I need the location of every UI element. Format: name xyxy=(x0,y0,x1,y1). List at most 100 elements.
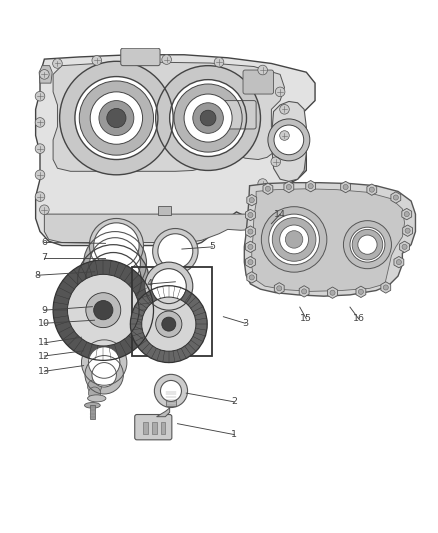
Circle shape xyxy=(193,103,223,133)
Circle shape xyxy=(35,144,45,154)
Circle shape xyxy=(358,235,377,254)
Circle shape xyxy=(261,207,327,272)
Polygon shape xyxy=(356,286,366,297)
Circle shape xyxy=(145,262,193,310)
Circle shape xyxy=(343,221,392,269)
Circle shape xyxy=(79,81,153,155)
Polygon shape xyxy=(252,189,405,292)
Circle shape xyxy=(60,61,173,175)
Circle shape xyxy=(280,131,289,140)
Circle shape xyxy=(92,55,102,65)
Circle shape xyxy=(170,79,247,157)
Circle shape xyxy=(280,104,289,114)
Circle shape xyxy=(352,229,383,260)
Polygon shape xyxy=(263,183,273,195)
Circle shape xyxy=(248,229,253,234)
Circle shape xyxy=(39,70,49,79)
Circle shape xyxy=(88,379,102,393)
Circle shape xyxy=(396,260,402,265)
Circle shape xyxy=(258,179,268,188)
Circle shape xyxy=(88,347,120,378)
Polygon shape xyxy=(246,209,255,221)
Circle shape xyxy=(269,214,319,265)
Circle shape xyxy=(184,94,232,142)
Polygon shape xyxy=(247,272,257,283)
Text: 13: 13 xyxy=(38,367,50,376)
Circle shape xyxy=(286,231,303,248)
Text: 14: 14 xyxy=(274,209,286,219)
Circle shape xyxy=(151,269,186,304)
Text: 5: 5 xyxy=(209,243,215,252)
Text: 10: 10 xyxy=(39,319,50,328)
Circle shape xyxy=(277,286,282,291)
Bar xyxy=(152,422,156,434)
Circle shape xyxy=(85,356,124,394)
Text: 2: 2 xyxy=(231,397,237,406)
Circle shape xyxy=(271,157,281,166)
Circle shape xyxy=(162,317,176,331)
Circle shape xyxy=(94,223,139,268)
Circle shape xyxy=(402,244,407,249)
Circle shape xyxy=(84,231,147,294)
Circle shape xyxy=(53,260,153,360)
Circle shape xyxy=(302,289,307,294)
FancyBboxPatch shape xyxy=(121,48,160,66)
Circle shape xyxy=(258,65,268,75)
Bar xyxy=(132,266,212,356)
Circle shape xyxy=(404,212,409,216)
Polygon shape xyxy=(328,287,337,298)
Polygon shape xyxy=(44,214,272,243)
Text: 8: 8 xyxy=(35,271,41,280)
Circle shape xyxy=(405,228,410,233)
Circle shape xyxy=(308,183,313,189)
Polygon shape xyxy=(156,408,170,417)
Polygon shape xyxy=(381,282,391,293)
Text: 6: 6 xyxy=(41,238,47,247)
Circle shape xyxy=(383,285,389,290)
Circle shape xyxy=(39,205,49,215)
Polygon shape xyxy=(246,256,255,268)
Circle shape xyxy=(249,198,254,203)
Circle shape xyxy=(99,101,134,135)
Text: 3: 3 xyxy=(242,319,248,328)
Circle shape xyxy=(343,184,348,190)
Circle shape xyxy=(88,387,101,399)
Bar xyxy=(161,422,165,434)
Bar xyxy=(166,390,176,406)
Circle shape xyxy=(160,381,181,401)
Circle shape xyxy=(272,217,316,261)
Text: 1: 1 xyxy=(231,430,237,439)
Circle shape xyxy=(35,170,45,180)
Text: 12: 12 xyxy=(39,351,50,360)
Circle shape xyxy=(107,108,126,128)
Polygon shape xyxy=(341,181,350,193)
Polygon shape xyxy=(35,55,315,246)
Circle shape xyxy=(248,244,253,249)
Circle shape xyxy=(90,92,143,144)
Circle shape xyxy=(131,286,207,362)
FancyBboxPatch shape xyxy=(217,101,256,129)
Polygon shape xyxy=(244,183,416,296)
Circle shape xyxy=(249,275,254,280)
Polygon shape xyxy=(299,286,309,297)
Text: 4: 4 xyxy=(146,279,152,288)
Polygon shape xyxy=(391,192,401,203)
Circle shape xyxy=(248,213,253,217)
Text: 9: 9 xyxy=(41,305,47,314)
Circle shape xyxy=(142,297,196,351)
Polygon shape xyxy=(402,208,412,220)
Circle shape xyxy=(155,66,261,171)
Circle shape xyxy=(85,253,141,309)
Circle shape xyxy=(35,92,45,101)
Circle shape xyxy=(89,219,144,272)
Circle shape xyxy=(92,362,117,387)
Polygon shape xyxy=(247,195,257,206)
Polygon shape xyxy=(399,241,410,253)
Circle shape xyxy=(393,195,399,200)
Circle shape xyxy=(152,229,198,274)
Circle shape xyxy=(350,227,385,262)
Circle shape xyxy=(358,289,364,294)
Text: 16: 16 xyxy=(353,314,365,324)
Text: 11: 11 xyxy=(39,338,50,348)
Polygon shape xyxy=(39,66,52,83)
